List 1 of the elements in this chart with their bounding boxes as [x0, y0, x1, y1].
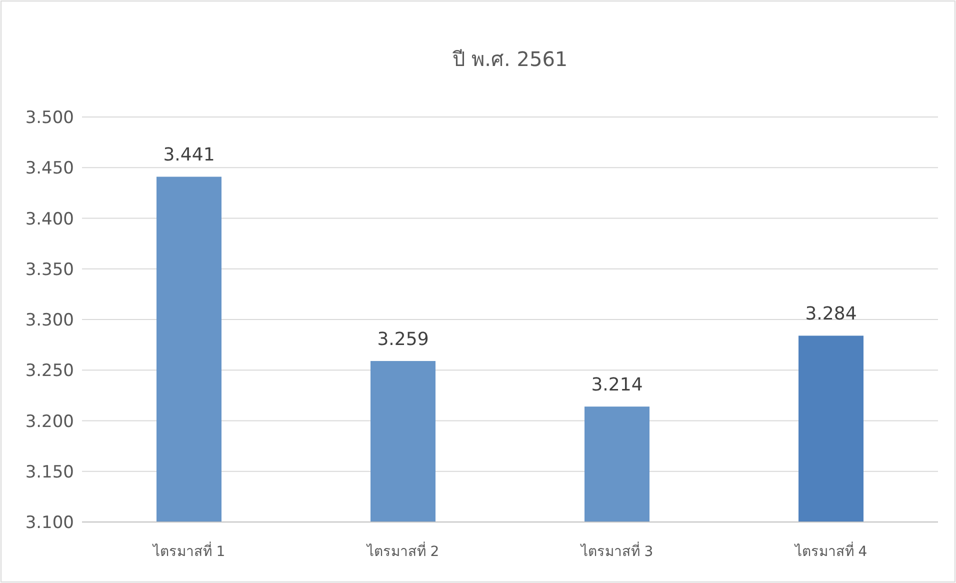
title: ปี พ.ศ. 2561	[452, 47, 568, 71]
